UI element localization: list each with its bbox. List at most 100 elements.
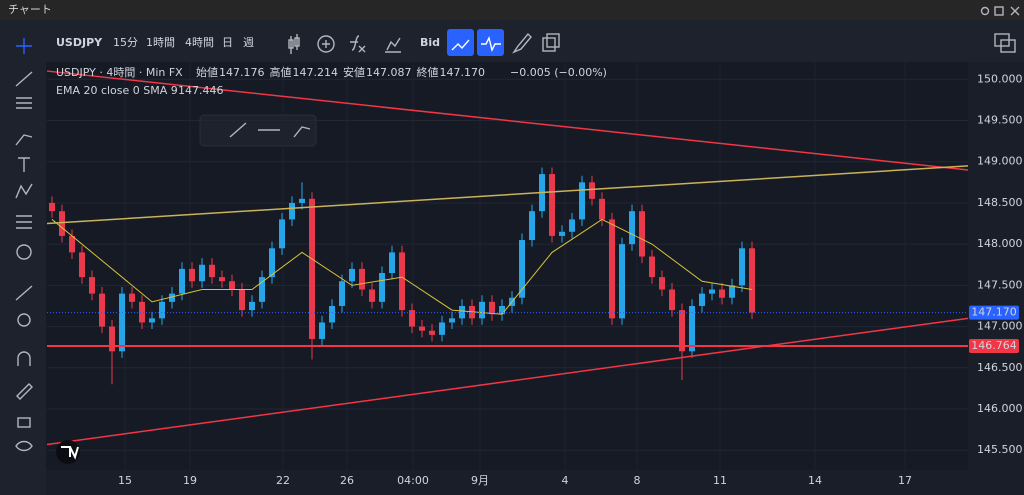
candle-body (59, 211, 65, 236)
window-buttons[interactable] (980, 6, 1020, 16)
candle-body (119, 293, 125, 352)
title-bar (0, 0, 1024, 20)
price-source[interactable]: Bid (420, 36, 440, 49)
interval-button[interactable]: 15分 (113, 36, 138, 49)
left-toolbar (0, 62, 46, 495)
interval-button[interactable]: 週 (243, 36, 254, 49)
candle-body (429, 330, 435, 335)
candle-body (479, 301, 485, 319)
x-tick-label: 9月 (471, 474, 489, 487)
ohlc-label: 高値 (270, 65, 292, 79)
legend-change: −0.005 (−0.00%) (510, 66, 607, 79)
candle-body (79, 252, 85, 278)
trend-line (46, 165, 969, 225)
y-tick-label: 148.500 (977, 196, 1023, 209)
price-tag-label: 146.764 (971, 339, 1017, 352)
candle-body (49, 202, 55, 212)
y-tick-label: 146.000 (977, 402, 1023, 415)
price-axis (968, 62, 1024, 495)
trend-line (46, 317, 969, 446)
drawing-float-toolbar[interactable] (199, 114, 317, 147)
candle-body (229, 281, 235, 290)
candle-body (729, 285, 735, 298)
candle-body (409, 310, 415, 327)
candle-body (419, 326, 425, 331)
candle-body (379, 273, 385, 302)
candle-body (679, 310, 685, 352)
toolbar-icons[interactable] (288, 32, 1016, 54)
price-tag (969, 305, 1019, 320)
ohlc-label: 終値 (417, 65, 439, 79)
price-tag-label: 147.170 (971, 306, 1017, 319)
ohlc-value: 147.087 (366, 66, 412, 79)
y-tick-label: 149.500 (977, 114, 1023, 127)
time-axis (46, 470, 968, 495)
candle-body (529, 211, 535, 241)
ohlc-value: 147.176 (219, 66, 265, 79)
x-tick-label: 19 (183, 474, 197, 487)
candle-body (69, 235, 75, 253)
candle-body (349, 268, 355, 282)
x-tick-label: 04:00 (397, 474, 429, 487)
y-tick-label: 146.500 (977, 361, 1023, 374)
x-tick-label: 11 (713, 474, 727, 487)
legend-symbol: USDJPY · 4時間 · Min FX (56, 66, 183, 79)
candle-body (259, 277, 265, 302)
candle-body (89, 277, 95, 294)
x-tick-label: 15 (118, 474, 132, 487)
ema-line (51, 218, 753, 315)
candle-body (319, 322, 325, 339)
x-tick-label: 14 (808, 474, 822, 487)
y-tick-label: 147.500 (977, 278, 1023, 291)
candle-body (719, 289, 725, 298)
y-tick-label: 147.000 (977, 320, 1023, 333)
candle-body (699, 293, 705, 306)
candle-body (359, 268, 365, 290)
x-tick-label: 4 (562, 474, 569, 487)
ohlc-value: 147.170 (440, 66, 486, 79)
candle-body (709, 289, 715, 294)
symbol[interactable]: USDJPY (56, 36, 103, 49)
candle-body (209, 264, 215, 278)
candle-body (149, 318, 155, 323)
ohlc-value: 147.214 (293, 66, 339, 79)
candle-body (619, 244, 625, 319)
candle-body (139, 301, 145, 323)
interval-button[interactable]: 日 (222, 36, 233, 49)
left-tools[interactable] (15, 38, 33, 452)
chart-style-button[interactable] (447, 29, 474, 56)
y-tick-label: 149.000 (977, 155, 1023, 168)
x-tick-label: 22 (276, 474, 290, 487)
y-tick-label: 145.500 (977, 443, 1023, 456)
candle-body (589, 182, 595, 199)
ohlc-label: 始値 (196, 65, 218, 79)
candle-body (549, 174, 555, 236)
candle-body (109, 326, 115, 352)
candle-body (649, 256, 655, 278)
candle-body (289, 202, 295, 220)
candle-body (329, 305, 335, 323)
interval-button[interactable]: 4時間 (185, 36, 214, 49)
candle-body (279, 219, 285, 249)
interval-button[interactable]: 1時間 (146, 36, 175, 49)
candle-body (449, 318, 455, 323)
candle-body (169, 293, 175, 302)
candle-body (689, 305, 695, 352)
candle-body (739, 248, 745, 286)
candle-body (399, 252, 405, 311)
indicator-value: 147.446 (178, 84, 224, 97)
candle-body (189, 268, 195, 282)
candle-body (309, 198, 315, 339)
candle-body (489, 301, 495, 315)
candle-body (569, 219, 575, 232)
x-tick-label: 26 (340, 474, 354, 487)
candle-body (369, 289, 375, 302)
candle-body (339, 281, 345, 306)
candle-body (629, 211, 635, 245)
x-tick-label: 17 (898, 474, 912, 487)
ohlc-label: 安値 (343, 65, 365, 79)
x-tick-label: 8 (634, 474, 641, 487)
candle-body (609, 219, 615, 319)
candle-body (159, 301, 165, 319)
